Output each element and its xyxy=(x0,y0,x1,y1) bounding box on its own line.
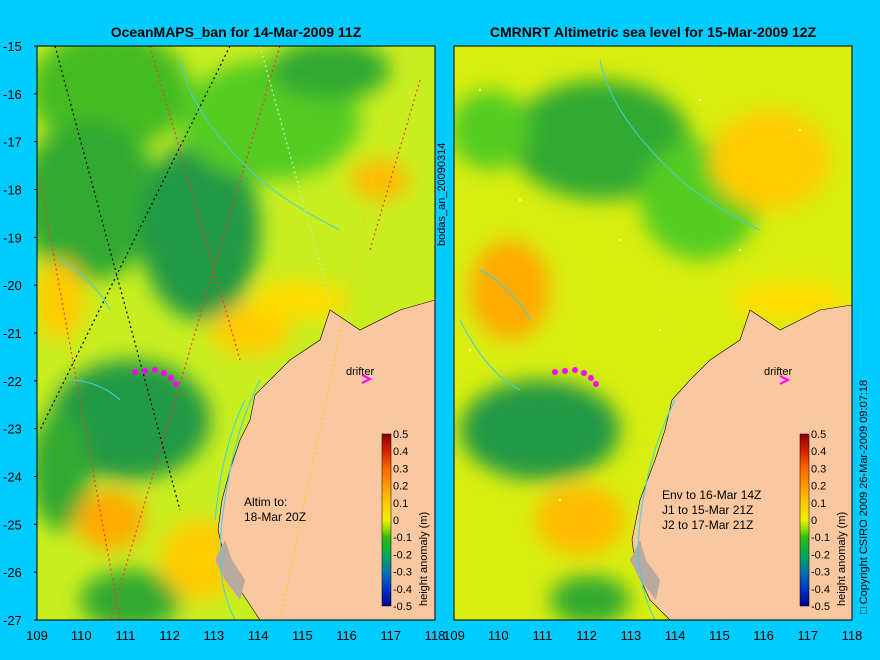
lon-tick-label: 109 xyxy=(26,628,48,643)
right-colorbar-label: height anomaly (m) xyxy=(836,511,848,606)
drifter-track xyxy=(132,367,179,387)
colorbar-tick-label: -0.1 xyxy=(393,532,412,544)
right-colorbar xyxy=(799,433,810,607)
altim-annotation-1: Altim to: xyxy=(244,495,287,509)
lat-tick-label: -23 xyxy=(3,422,22,437)
lat-tick-label: -25 xyxy=(3,517,22,532)
left-map: drifter Altim to: 18-Mar 20Z xyxy=(37,46,435,620)
right-colorbar-ticks: 0.5 0.4 0.3 0.2 0.1 0 -0.1 -0.2 -0.3 -0.4 -0.5 xyxy=(811,429,830,613)
lat-tick-label: -22 xyxy=(3,374,22,389)
lon-tick-label: 116 xyxy=(336,628,357,643)
lon-tick-label: 112 xyxy=(576,628,597,643)
colorbar-tick-label: 0.3 xyxy=(393,463,408,475)
colorbar-tick-label: -0.5 xyxy=(811,601,830,613)
lat-tick-label: -15 xyxy=(3,39,22,54)
right-panel-title: CMRNRT Altimetric sea level for 15-Mar-2… xyxy=(489,24,817,40)
colorbar-tick-label: 0.3 xyxy=(811,463,826,475)
lon-tick-label: 116 xyxy=(753,628,774,643)
left-longitude-ticks: 109 110 111 112 113 114 115 116 117 118 xyxy=(26,628,445,643)
lon-tick-label: 114 xyxy=(248,628,269,643)
colorbar-tick-label: 0.2 xyxy=(811,481,826,493)
env-annotation-1: Env to 16-Mar 14Z xyxy=(662,488,761,502)
colorbar-tick-label: -0.2 xyxy=(393,549,412,561)
colorbar-tick-label: -0.1 xyxy=(811,532,830,544)
lat-tick-label: -26 xyxy=(3,565,22,580)
latitude-ticks: -15 -16 -17 -18 -19 -20 -21 -22 -23 -24 -25 -26 -27 xyxy=(3,39,37,628)
drifter-track xyxy=(552,367,599,387)
right-map: drifter Env to 16-Mar 14Z J1 to 15-Mar 2… xyxy=(454,46,852,620)
env-annotation-3: J2 to 17-Mar 21Z xyxy=(662,518,753,532)
lon-tick-label: 109 xyxy=(443,628,465,643)
lon-tick-label: 110 xyxy=(488,628,509,643)
left-colorbar-label: height anomaly (m) xyxy=(418,511,430,606)
left-panel-title: OceanMAPS_ban for 14-Mar-2009 11Z xyxy=(110,24,362,40)
colorbar-tick-label: -0.5 xyxy=(393,601,412,613)
lon-tick-label: 111 xyxy=(533,628,553,643)
lat-tick-label: -27 xyxy=(3,613,22,628)
left-colorbar xyxy=(381,433,392,607)
drifter-label: drifter xyxy=(346,366,374,378)
file-id-label: bodas_an_20090314 xyxy=(436,142,448,246)
lon-tick-label: 117 xyxy=(797,628,818,643)
lon-tick-label: 112 xyxy=(159,628,180,643)
lon-tick-label: 118 xyxy=(842,628,863,643)
lon-tick-label: 113 xyxy=(621,628,642,643)
colorbar-tick-label: 0.5 xyxy=(811,429,826,441)
lon-tick-label: 111 xyxy=(116,628,136,643)
altim-annotation-2: 18-Mar 20Z xyxy=(244,510,306,524)
lon-tick-label: 118 xyxy=(425,628,446,643)
right-map-frame xyxy=(453,45,853,621)
colorbar-tick-label: 0.4 xyxy=(811,446,826,458)
colorbar-tick-label: -0.4 xyxy=(811,584,830,596)
lat-tick-label: -21 xyxy=(3,326,22,341)
colorbar-tick-label: 0.2 xyxy=(393,481,408,493)
lat-tick-label: -19 xyxy=(3,230,22,245)
colorbar-tick-label: -0.2 xyxy=(811,549,830,561)
drifter-arrow-icon xyxy=(779,375,791,385)
copyright-label: □ Copyright CSIRO 2009 26-Mar-2009 09:07… xyxy=(858,379,870,614)
colorbar-tick-label: 0.4 xyxy=(393,446,408,458)
colorbar-tick-label: 0.5 xyxy=(393,429,408,441)
colorbar-tick-label: -0.3 xyxy=(811,567,830,579)
lon-tick-label: 113 xyxy=(204,628,225,643)
colorbar-tick-label: 0.1 xyxy=(393,498,408,510)
left-colorbar-ticks: 0.5 0.4 0.3 0.2 0.1 0 -0.1 -0.2 -0.3 -0.4 -0.5 xyxy=(393,429,412,613)
lon-tick-label: 115 xyxy=(709,628,730,643)
env-annotation-2: J1 to 15-Mar 21Z xyxy=(662,503,753,517)
right-longitude-ticks: 109 110 111 112 113 114 115 116 117 118 xyxy=(443,628,862,643)
lat-tick-label: -24 xyxy=(3,470,22,485)
colorbar-tick-label: 0 xyxy=(393,515,399,527)
lat-tick-label: -16 xyxy=(3,87,22,102)
colorbar-tick-label: 0.1 xyxy=(811,498,826,510)
lon-tick-label: 115 xyxy=(292,628,313,643)
colorbar-tick-label: -0.4 xyxy=(393,584,412,596)
drifter-label: drifter xyxy=(764,366,792,378)
colorbar-tick-label: -0.3 xyxy=(393,567,412,579)
lat-tick-label: -17 xyxy=(3,135,22,150)
colorbar-tick-label: 0 xyxy=(811,515,817,527)
lat-tick-label: -18 xyxy=(3,183,22,198)
drifter-arrow-icon xyxy=(361,374,373,384)
lon-tick-label: 117 xyxy=(380,628,401,643)
lon-tick-label: 114 xyxy=(665,628,686,643)
lat-tick-label: -20 xyxy=(3,278,22,293)
lon-tick-label: 110 xyxy=(71,628,92,643)
